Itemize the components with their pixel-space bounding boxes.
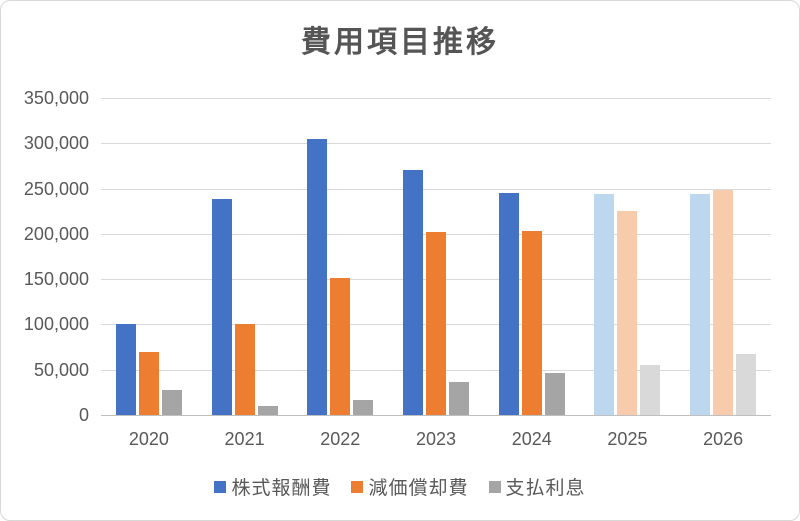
legend-swatch-icon [214,480,227,493]
bar-株式報酬費-2022 [307,138,328,415]
legend-label: 減価償却費 [368,478,469,499]
bar-group-2026 [675,98,771,415]
legend-label: 支払利息 [505,478,586,499]
bar-減価償却費-2025 [617,211,638,415]
bar-支払利息-2024 [544,373,565,415]
legend-swatch-icon [488,480,501,493]
bar-株式報酬費-2025 [594,194,615,415]
bar-group-2022 [292,98,388,415]
y-axis-tick-label: 200,000 [23,223,89,244]
bar-group-2025 [580,98,676,415]
y-axis-tick-label: 100,000 [23,314,89,335]
bar-株式報酬費-2020 [115,323,136,415]
legend-item-株式報酬費: 株式報酬費 [214,473,331,500]
bar-減価償却費-2022 [330,278,351,415]
x-axis-label-2026: 2026 [703,429,744,449]
y-axis-tick-label: 150,000 [23,269,89,290]
gridline [101,189,771,190]
bar-groups [101,98,771,415]
bar-減価償却費-2023 [426,232,447,415]
bar-支払利息-2026 [736,354,757,415]
x-axis-label-2024: 2024 [511,429,552,449]
y-axis-tick-label: 350,000 [23,88,89,108]
bar-株式報酬費-2026 [690,194,711,415]
x-axis-label-2023: 2023 [415,429,457,449]
legend: 株式報酬費 減価償却費 支払利息 [1,473,799,500]
bar-株式報酬費-2024 [498,193,519,415]
legend-label: 株式報酬費 [231,478,332,499]
y-axis-tick-label: 0 [78,405,89,425]
bar-支払利息-2020 [161,389,182,415]
x-axis-labels: 2020 2021 2022 2023 2024 2025 2026 [101,429,771,450]
bar-減価償却費-2020 [138,351,159,415]
bar-支払利息-2023 [449,382,470,415]
x-axis-label-2022: 2022 [320,429,361,449]
bar-group-2021 [197,98,293,415]
y-axis-tick-label: 50,000 [33,359,89,380]
bar-株式報酬費-2021 [211,199,232,415]
legend-item-支払利息: 支払利息 [488,473,586,500]
x-axis-label-2025: 2025 [607,429,648,449]
x-axis-label-2020: 2020 [128,429,169,449]
bar-支払利息-2021 [257,405,278,415]
gridline [101,143,771,144]
bar-減価償却費-2021 [234,323,255,415]
bar-group-2023 [388,98,484,415]
bar-株式報酬費-2023 [403,170,424,415]
x-axis-line [101,415,771,416]
bar-group-2020 [101,98,197,415]
legend-swatch-icon [351,480,364,493]
x-axis-label-2021: 2021 [224,429,265,449]
plot-area [101,98,771,416]
legend-item-減価償却費: 減価償却費 [351,473,468,500]
bar-支払利息-2025 [640,365,661,415]
bar-減価償却費-2024 [521,231,542,415]
bar-group-2024 [484,98,580,415]
bar-減価償却費-2026 [713,190,734,415]
y-axis-tick-label: 300,000 [23,133,89,154]
bar-支払利息-2022 [353,399,374,415]
gridline [101,98,771,99]
chart-title: 費用項目推移 [301,26,499,59]
y-axis-tick-label: 250,000 [23,178,89,199]
